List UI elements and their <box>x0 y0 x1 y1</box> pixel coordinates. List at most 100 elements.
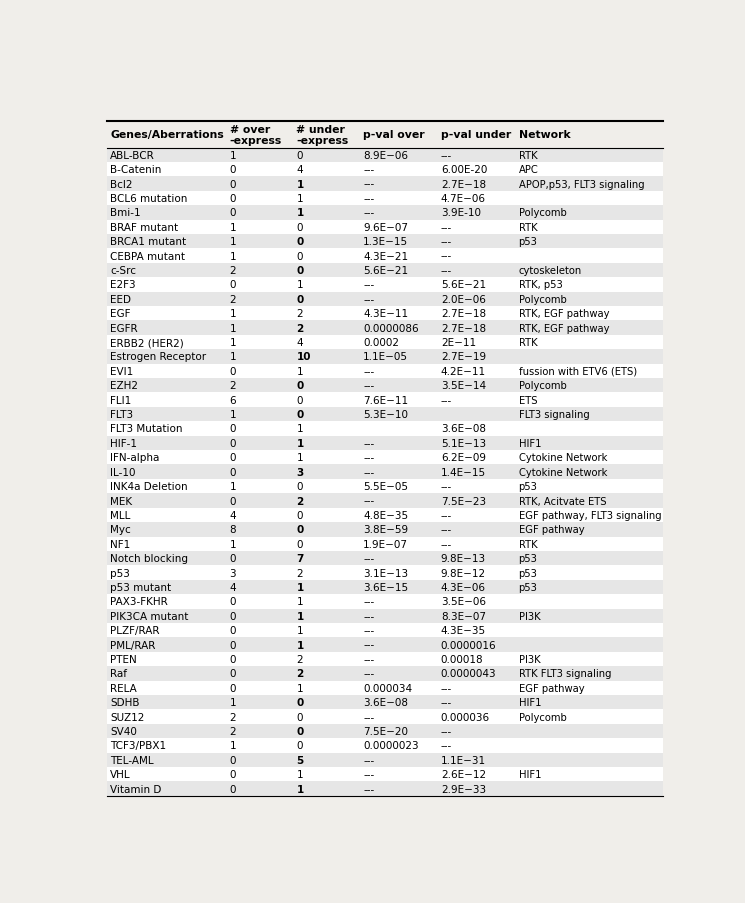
Text: ---: --- <box>441 697 452 707</box>
Text: RTK: RTK <box>519 539 537 549</box>
Text: 0: 0 <box>229 208 236 219</box>
Text: RELA: RELA <box>110 683 137 693</box>
Text: ---: --- <box>441 396 452 405</box>
Text: 2: 2 <box>229 265 236 275</box>
Bar <box>107 220 663 235</box>
Text: HIF1: HIF1 <box>519 769 541 779</box>
Text: EED: EED <box>110 294 131 304</box>
Text: 3.6E−08: 3.6E−08 <box>441 424 486 434</box>
Bar <box>107 191 663 206</box>
Text: fussion with ETV6 (ETS): fussion with ETV6 (ETS) <box>519 367 637 377</box>
Bar <box>107 206 663 220</box>
Text: RTK, EGF pathway: RTK, EGF pathway <box>519 323 609 333</box>
Bar <box>107 681 663 695</box>
Text: 3: 3 <box>229 568 236 578</box>
Bar <box>107 638 663 652</box>
Text: 1: 1 <box>297 424 303 434</box>
Text: BRAF mutant: BRAF mutant <box>110 222 178 232</box>
Text: cytoskeleton: cytoskeleton <box>519 265 582 275</box>
Text: Polycomb: Polycomb <box>519 381 566 391</box>
Bar <box>107 479 663 494</box>
Text: 0: 0 <box>229 194 236 204</box>
Text: 0: 0 <box>229 640 236 650</box>
Text: p-val under: p-val under <box>441 130 511 140</box>
Text: 1.1E−31: 1.1E−31 <box>441 755 486 765</box>
Text: 0: 0 <box>229 755 236 765</box>
Text: 5.6E−21: 5.6E−21 <box>441 280 486 290</box>
Text: ---: --- <box>363 784 374 794</box>
Text: EGF: EGF <box>110 309 130 319</box>
Text: ---: --- <box>363 438 374 449</box>
Text: BCL6 mutation: BCL6 mutation <box>110 194 188 204</box>
Text: 0: 0 <box>297 222 302 232</box>
Bar <box>107 148 663 163</box>
Bar <box>107 565 663 580</box>
Text: 0: 0 <box>297 381 303 391</box>
Text: 2: 2 <box>297 668 303 679</box>
Text: IFN-alpha: IFN-alpha <box>110 452 159 462</box>
Text: 3.1E−13: 3.1E−13 <box>363 568 408 578</box>
Text: Polycomb: Polycomb <box>519 208 566 219</box>
Text: 0.0000086: 0.0000086 <box>363 323 419 333</box>
Text: Genes/Aberrations: Genes/Aberrations <box>110 130 224 140</box>
Text: 7.5E−20: 7.5E−20 <box>363 726 408 736</box>
Text: Polycomb: Polycomb <box>519 712 566 721</box>
Text: EGF pathway: EGF pathway <box>519 525 584 535</box>
Text: 10: 10 <box>297 352 311 362</box>
Text: 1: 1 <box>229 338 236 348</box>
Text: p53: p53 <box>110 568 130 578</box>
Text: 0: 0 <box>229 367 236 377</box>
Text: 0: 0 <box>297 410 303 420</box>
Text: Estrogen Receptor: Estrogen Receptor <box>110 352 206 362</box>
Text: RTK, EGF pathway: RTK, EGF pathway <box>519 309 609 319</box>
Text: HIF1: HIF1 <box>519 438 541 449</box>
Text: ---: --- <box>363 769 374 779</box>
Text: ---: --- <box>441 726 452 736</box>
Bar <box>107 451 663 465</box>
Text: 4.3E−21: 4.3E−21 <box>363 251 408 261</box>
Text: RTK: RTK <box>519 222 537 232</box>
Text: 1: 1 <box>297 194 303 204</box>
Text: ---: --- <box>363 640 374 650</box>
Bar <box>107 163 663 177</box>
Text: ---: --- <box>363 165 374 175</box>
Bar <box>107 278 663 293</box>
Text: 7.5E−23: 7.5E−23 <box>441 496 486 506</box>
Text: 0: 0 <box>297 712 302 721</box>
Text: 2: 2 <box>297 309 303 319</box>
Text: ---: --- <box>441 251 452 261</box>
Text: 1: 1 <box>297 626 303 636</box>
Text: ---: --- <box>441 151 452 161</box>
Bar <box>107 293 663 307</box>
Text: 2.0E−06: 2.0E−06 <box>441 294 486 304</box>
Bar <box>107 321 663 335</box>
Bar <box>107 768 663 782</box>
Text: 1: 1 <box>229 237 236 247</box>
Text: 8: 8 <box>229 525 236 535</box>
Text: 0.0000016: 0.0000016 <box>441 640 496 650</box>
Text: 1: 1 <box>229 309 236 319</box>
Text: c-Src: c-Src <box>110 265 136 275</box>
Text: RTK: RTK <box>519 338 537 348</box>
Text: 0: 0 <box>229 452 236 462</box>
Text: 2: 2 <box>229 712 236 721</box>
Text: 4: 4 <box>229 510 236 520</box>
Text: Cytokine Network: Cytokine Network <box>519 467 607 477</box>
Text: 0.00018: 0.00018 <box>441 655 484 665</box>
Bar <box>107 364 663 378</box>
Text: ---: --- <box>363 668 374 679</box>
Text: 0: 0 <box>297 525 303 535</box>
Bar <box>107 580 663 594</box>
Text: Bmi-1: Bmi-1 <box>110 208 141 219</box>
Text: 1: 1 <box>297 582 303 592</box>
Text: 0: 0 <box>229 496 236 506</box>
Text: p-val over: p-val over <box>363 130 425 140</box>
Text: Network: Network <box>519 130 570 140</box>
Text: Polycomb: Polycomb <box>519 294 566 304</box>
Text: 6: 6 <box>229 396 236 405</box>
Text: 1: 1 <box>229 539 236 549</box>
Text: 0: 0 <box>229 554 236 563</box>
Text: ---: --- <box>441 683 452 693</box>
Text: CEBPA mutant: CEBPA mutant <box>110 251 186 261</box>
Text: ---: --- <box>441 510 452 520</box>
